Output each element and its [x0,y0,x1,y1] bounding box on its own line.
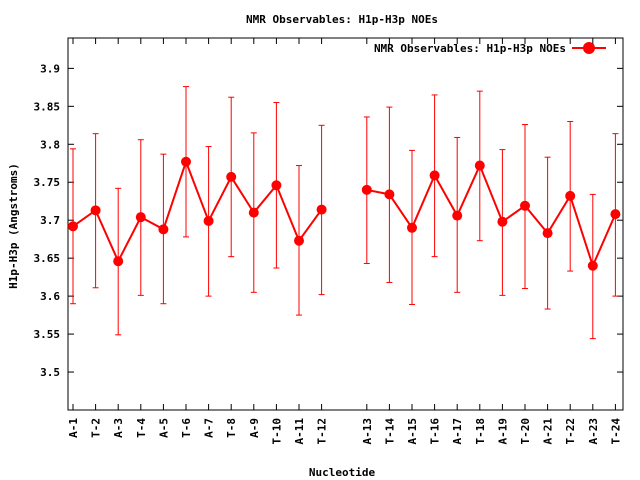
data-point [542,228,553,239]
x-tick-label: A-23 [587,418,600,445]
data-point [520,200,530,211]
x-tick-label: A-1 [67,418,80,438]
x-tick-label: A-19 [496,418,509,445]
x-tick-label: T-12 [316,418,329,445]
data-point [429,170,440,181]
data-point [294,235,304,246]
y-tick-label: 3.6 [40,290,60,303]
axes: 3.5 3.55 3.6 3.65 3.7 3.75 3.8 3.85 3.9 A-1 T-2 A-3… [34,38,623,445]
data-point [361,184,372,195]
x-tick-label: A-17 [451,418,464,445]
x-tick-label: T-18 [474,418,487,445]
y-tick-label: 3.8 [40,138,60,151]
data-point [248,207,259,218]
y-tick-label: 3.75 [34,176,61,189]
data-point [271,180,282,191]
data-point [68,221,78,232]
x-tick-label: T-4 [135,418,148,438]
y-tick-label: 3.65 [34,252,61,265]
data-point [565,190,576,201]
x-tick-label: T-24 [609,418,622,445]
x-tick-label: T-20 [519,418,532,445]
x-tick-label: A-5 [157,418,170,438]
chart-title: NMR Observables: H1p-H3p NOEs [246,13,438,26]
plot-frame [67,37,624,411]
x-tick-label: A-3 [112,418,125,438]
x-tick-label: T-10 [270,418,283,445]
data-point [587,260,598,271]
y-tick-label: 3.5 [40,366,60,379]
data-point [135,212,146,223]
x-tick-label: A-15 [406,418,419,445]
series-line [366,162,617,269]
y-tick-label: 3.7 [40,214,60,227]
data-point [316,204,327,215]
data-point [113,256,124,267]
legend-marker [583,42,595,54]
data-point [203,215,214,226]
y-axis-label: H1p-H3p (Angstroms) [7,163,20,289]
data-point [452,210,463,221]
x-tick-label: T-14 [383,418,396,445]
x-axis-label: Nucleotide [309,466,376,479]
data-point [158,224,169,235]
x-tick-label: A-21 [542,418,555,445]
data-point [497,216,508,227]
y-tick-label: 3.9 [40,62,60,75]
y-tick-label: 3.55 [34,328,61,341]
chart-marks [68,86,621,340]
x-tick-label: T-22 [564,418,577,445]
y-tick-label: 3.85 [34,100,61,113]
x-tick-label: A-13 [361,418,374,445]
x-tick-label: T-2 [90,418,103,438]
legend-label: NMR Observables: H1p-H3p NOEs [374,42,566,55]
x-tick-label: T-6 [180,418,193,438]
x-tick-label: A-7 [203,418,216,438]
x-tick-label: T-16 [429,418,442,445]
x-tick-label: T-8 [225,418,238,438]
data-point [384,189,395,200]
data-point [474,160,485,171]
x-tick-label: A-9 [248,418,261,438]
data-point [90,205,101,216]
legend: NMR Observables: H1p-H3p NOEs [374,42,606,55]
data-point [407,222,417,233]
x-tick-label: A-11 [293,418,306,445]
data-point [610,209,621,220]
series-line [72,158,323,264]
data-point [226,171,237,182]
data-point [181,156,191,167]
